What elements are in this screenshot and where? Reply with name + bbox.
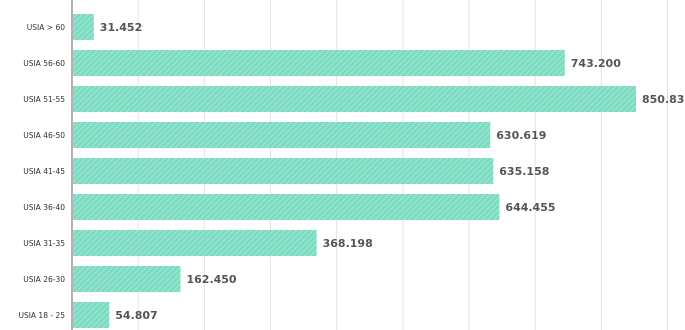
category-label: USIA 41-45	[23, 167, 65, 176]
bar-3	[73, 122, 491, 148]
category-label: USIA 51-55	[23, 95, 65, 104]
category-label: USIA 56-60	[23, 59, 65, 68]
bars	[73, 14, 636, 328]
value-label: 635.158	[499, 165, 549, 178]
value-label: 31.452	[100, 21, 142, 34]
bar-1	[73, 50, 565, 76]
category-label: USIA > 60	[27, 23, 65, 32]
value-label: 162.450	[186, 273, 236, 286]
bar-6	[73, 230, 317, 256]
value-label: 850.837	[642, 93, 685, 106]
value-label: 54.807	[115, 309, 157, 322]
bar-0	[73, 14, 94, 40]
bar-2	[73, 86, 636, 112]
value-label: 368.198	[323, 237, 373, 250]
bar-8	[73, 302, 110, 328]
value-label: 630.619	[496, 129, 546, 142]
bar-5	[73, 194, 500, 220]
category-label: USIA 18 - 25	[18, 311, 65, 320]
category-label: USIA 31-35	[23, 239, 65, 248]
category-label: USIA 26-30	[23, 275, 65, 284]
category-label: USIA 46-50	[23, 131, 65, 140]
category-label: USIA 36-40	[23, 203, 65, 212]
bar-7	[73, 266, 181, 292]
labels: USIA > 60 31.452 USIA 56-60 743.200 USIA 51-…	[18, 21, 685, 322]
value-label: 644.455	[505, 201, 555, 214]
bar-4	[73, 158, 494, 184]
value-label: 743.200	[571, 57, 621, 70]
